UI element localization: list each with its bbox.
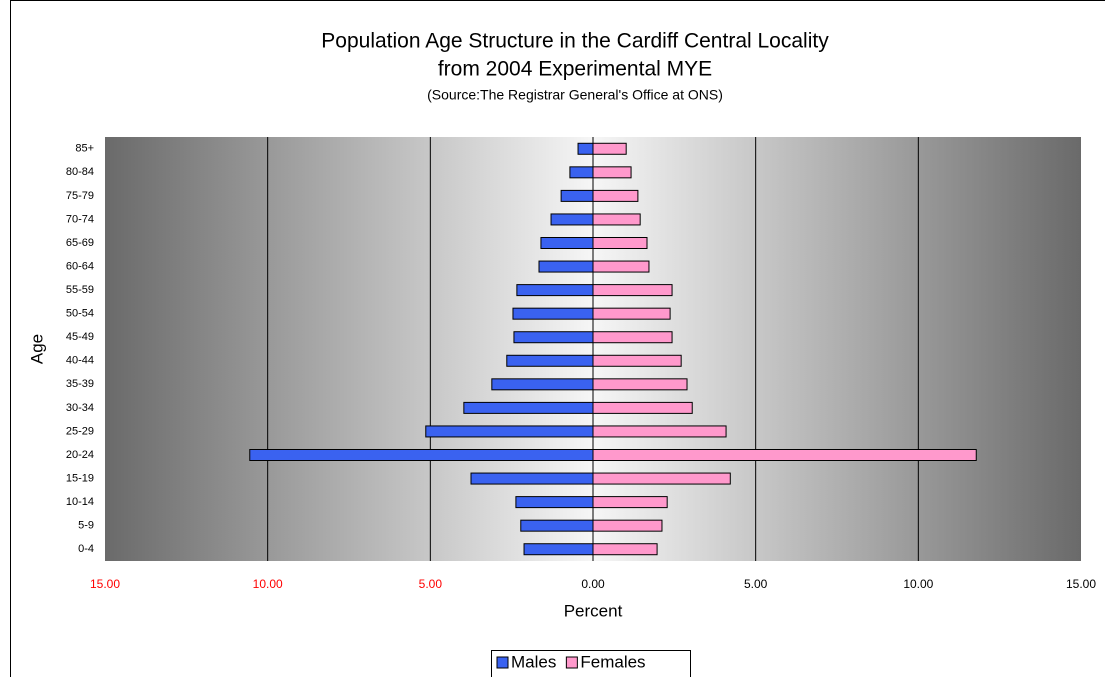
bar bbox=[540, 237, 594, 249]
bar bbox=[592, 260, 650, 273]
y-tick-label: 30-34 bbox=[66, 402, 94, 414]
bar bbox=[523, 543, 594, 556]
bar bbox=[592, 543, 658, 556]
x-tick-label: 15.00 bbox=[1066, 577, 1096, 591]
chart-subtitle: from 2004 Experimental MYE bbox=[438, 58, 712, 81]
y-tick-label: 75-79 bbox=[66, 190, 94, 202]
bar bbox=[592, 378, 688, 391]
bar bbox=[515, 496, 594, 509]
y-axis-title: Age bbox=[27, 334, 46, 364]
legend-swatch bbox=[565, 656, 578, 669]
x-axis-title: Percent bbox=[564, 601, 623, 620]
y-tick-label: 25-29 bbox=[66, 425, 94, 437]
y-tick-label: 50-54 bbox=[66, 308, 94, 320]
bar bbox=[592, 213, 641, 226]
bar bbox=[592, 354, 682, 367]
x-tick-label: 10.00 bbox=[253, 577, 283, 591]
bar bbox=[425, 425, 594, 438]
bar bbox=[569, 166, 594, 179]
x-tick-label: 0.00 bbox=[581, 577, 605, 591]
bar bbox=[592, 284, 673, 297]
y-tick-label: 80-84 bbox=[66, 166, 94, 178]
bar bbox=[538, 260, 594, 273]
y-tick-label: 15-19 bbox=[66, 472, 94, 484]
bar bbox=[592, 472, 731, 485]
bar bbox=[470, 472, 594, 485]
bar bbox=[516, 284, 594, 297]
legend-label: Females bbox=[580, 652, 645, 671]
bar bbox=[592, 307, 671, 320]
y-tick-label: 0-4 bbox=[78, 543, 94, 555]
legend-swatch bbox=[496, 656, 509, 669]
bar bbox=[560, 189, 594, 202]
bar bbox=[513, 331, 594, 344]
bar bbox=[592, 142, 627, 155]
bar bbox=[592, 189, 639, 202]
y-tick-label: 65-69 bbox=[66, 237, 94, 249]
bar bbox=[592, 401, 693, 414]
y-tick-label: 85+ bbox=[75, 143, 94, 155]
bar bbox=[592, 496, 668, 509]
bar bbox=[506, 354, 594, 367]
bar bbox=[520, 519, 594, 532]
y-tick-label: 60-64 bbox=[66, 260, 94, 272]
bar bbox=[512, 307, 594, 320]
bar bbox=[550, 213, 594, 226]
legend bbox=[491, 650, 691, 677]
bar bbox=[592, 425, 727, 438]
chart-source: (Source:The Registrar General's Office a… bbox=[427, 87, 723, 103]
x-tick-label: 5.00 bbox=[419, 577, 443, 591]
bar bbox=[592, 166, 632, 179]
bar bbox=[592, 519, 663, 532]
y-tick-label: 40-44 bbox=[66, 355, 94, 367]
x-tick-label: 5.00 bbox=[744, 577, 768, 591]
y-tick-label: 20-24 bbox=[66, 449, 94, 461]
x-tick-label: 15.00 bbox=[90, 577, 120, 591]
bar bbox=[592, 449, 977, 461]
chart-title: Population Age Structure in the Cardiff … bbox=[321, 30, 829, 53]
y-tick-label: 55-59 bbox=[66, 284, 94, 296]
bar bbox=[491, 378, 594, 391]
y-tick-label: 5-9 bbox=[78, 520, 94, 532]
y-tick-label: 10-14 bbox=[66, 496, 94, 508]
bar bbox=[592, 331, 673, 344]
bar bbox=[249, 449, 594, 461]
bar bbox=[592, 237, 648, 249]
bar bbox=[577, 142, 594, 155]
x-tick-label: 10.00 bbox=[903, 577, 933, 591]
y-tick-label: 70-74 bbox=[66, 213, 94, 225]
bar bbox=[463, 401, 594, 414]
y-tick-label: 45-49 bbox=[66, 331, 94, 343]
legend-label: Males bbox=[511, 652, 556, 671]
y-tick-label: 35-39 bbox=[66, 378, 94, 390]
